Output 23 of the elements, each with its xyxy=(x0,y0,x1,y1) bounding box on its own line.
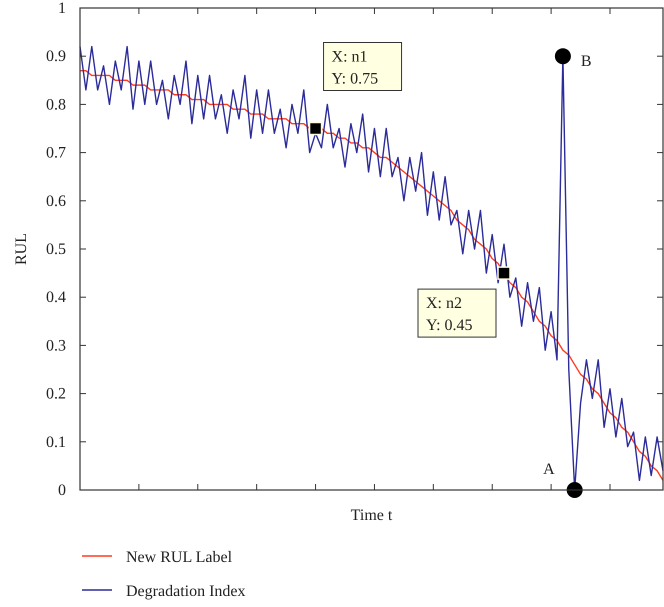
y-tick-label: 0.3 xyxy=(46,337,66,354)
point xyxy=(308,122,322,136)
legend-label: New RUL Label xyxy=(126,549,233,566)
y-tick-label: 0.9 xyxy=(46,48,66,66)
y-tick-label: 0.5 xyxy=(46,241,66,258)
annotation: X: n2 Y: 0.45 xyxy=(426,295,473,334)
x-axis-title: Time t xyxy=(350,507,393,524)
annotation: A xyxy=(543,461,556,478)
y-tick-label: 0 xyxy=(58,482,66,499)
y-tick-label: 0.4 xyxy=(46,289,66,306)
legend-label: Degradation Index xyxy=(126,583,246,600)
y-tick-label: 0.7 xyxy=(46,144,66,162)
annotation: B xyxy=(580,53,592,70)
point xyxy=(566,482,583,498)
y-tick-label: 1 xyxy=(58,0,66,17)
y-tick-label: 0.6 xyxy=(46,192,66,210)
point xyxy=(497,266,511,280)
annotation: X: n1 Y: 0.75 xyxy=(332,48,378,88)
point xyxy=(554,48,571,64)
y-tick-label: 0.1 xyxy=(46,434,66,451)
y-tick-label: 0.8 xyxy=(46,96,66,114)
y-tick-label: 0.2 xyxy=(46,386,66,403)
y-axis-title: RUL xyxy=(13,233,30,265)
